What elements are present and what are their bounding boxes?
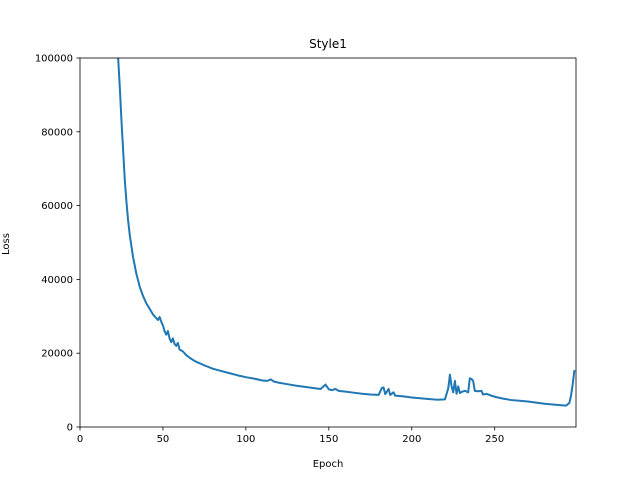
y-tick-label: 0 xyxy=(67,423,73,434)
x-tick-label: 0 xyxy=(77,434,83,445)
y-axis-label: Loss xyxy=(1,233,12,255)
series-line-0 xyxy=(117,58,576,407)
y-tick-label: 40000 xyxy=(41,275,73,286)
y-tick-label: 80000 xyxy=(41,127,73,138)
y-tick-label: 100000 xyxy=(35,54,73,65)
x-tick-label: 250 xyxy=(485,434,504,445)
x-tick-label: 200 xyxy=(402,434,421,445)
x-tick-label: 100 xyxy=(236,434,255,445)
x-axis-label: Epoch xyxy=(313,459,344,470)
x-tick-label: 50 xyxy=(157,434,170,445)
x-tick-label: 150 xyxy=(319,434,338,445)
y-tick-label: 60000 xyxy=(41,201,73,212)
plot-frame xyxy=(79,57,577,428)
y-tick-label: 20000 xyxy=(41,349,73,360)
chart-title: Style1 xyxy=(309,37,347,51)
plot-area: 0 50 100 150 200 250 0 20000 40000 60000 80000 1000… xyxy=(35,54,577,445)
